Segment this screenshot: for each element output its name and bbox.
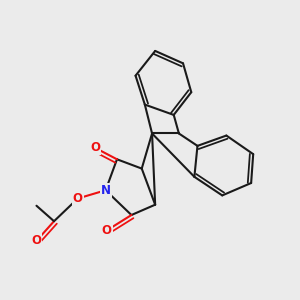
Text: N: N	[100, 184, 111, 197]
Text: O: O	[102, 224, 112, 237]
Text: O: O	[32, 234, 41, 247]
Text: O: O	[73, 192, 83, 205]
Text: O: O	[90, 141, 100, 154]
